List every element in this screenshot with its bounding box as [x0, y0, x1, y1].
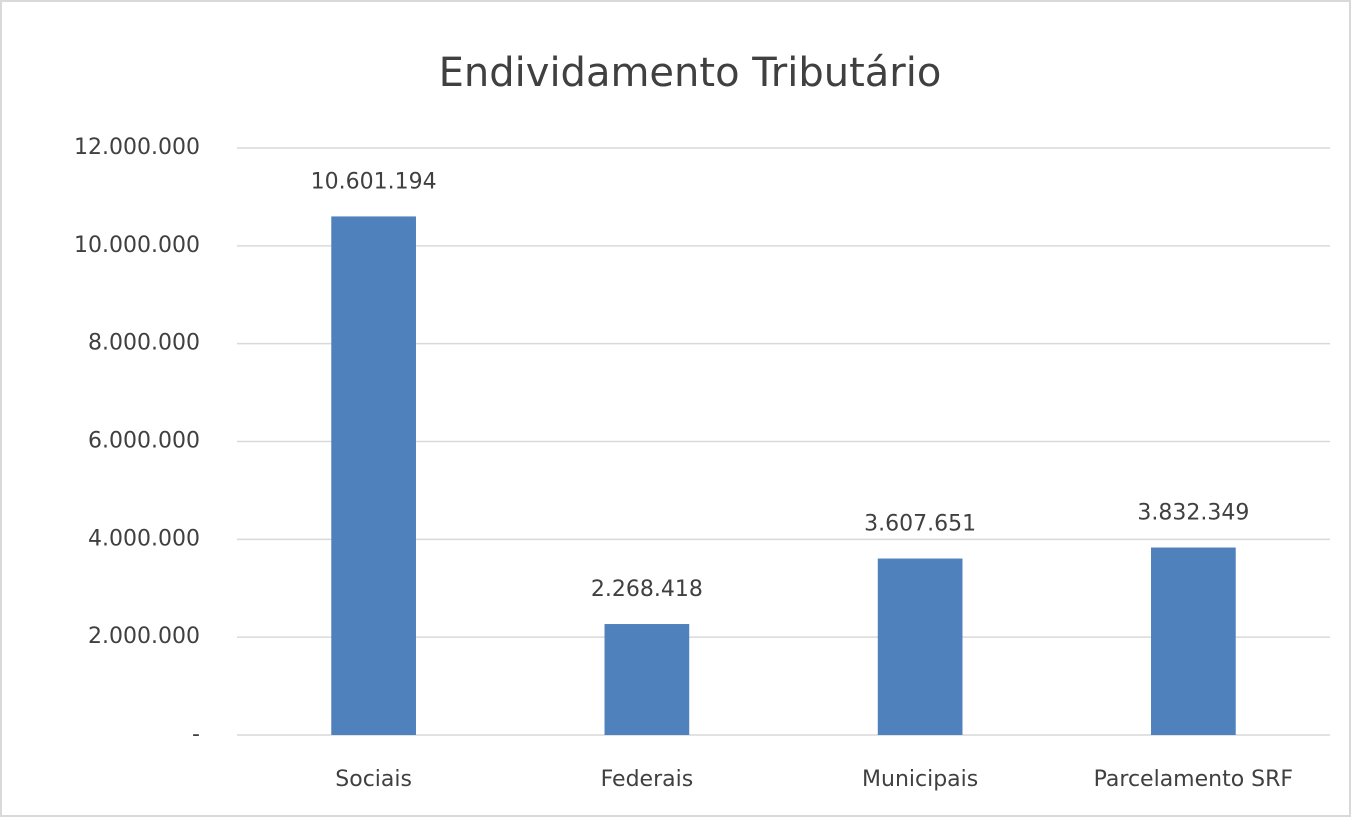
bar: [604, 624, 690, 735]
y-tick-label: 2.000.000: [88, 624, 200, 649]
y-tick-label: -: [192, 722, 200, 747]
value-label: 3.607.651: [864, 512, 976, 537]
y-tick-label: 6.000.000: [88, 429, 200, 454]
y-tick-label: 10.000.000: [74, 233, 200, 258]
x-tick-label: Sociais: [335, 767, 412, 792]
x-tick-label: Parcelamento SRF: [1094, 767, 1293, 792]
bar: [331, 216, 416, 735]
x-tick-label: Federais: [601, 767, 694, 792]
bar: [1151, 547, 1236, 735]
y-tick-label: 8.000.000: [88, 331, 200, 356]
y-tick-label: 12.000.000: [74, 135, 200, 160]
value-label: 10.601.194: [311, 169, 437, 194]
chart-title: Endividamento Tributário: [439, 50, 942, 96]
x-tick-label: Municipais: [862, 767, 978, 792]
value-label: 3.832.349: [1137, 501, 1249, 526]
y-tick-label: 4.000.000: [88, 526, 200, 551]
value-label: 2.268.418: [591, 577, 703, 602]
bar: [877, 558, 963, 735]
